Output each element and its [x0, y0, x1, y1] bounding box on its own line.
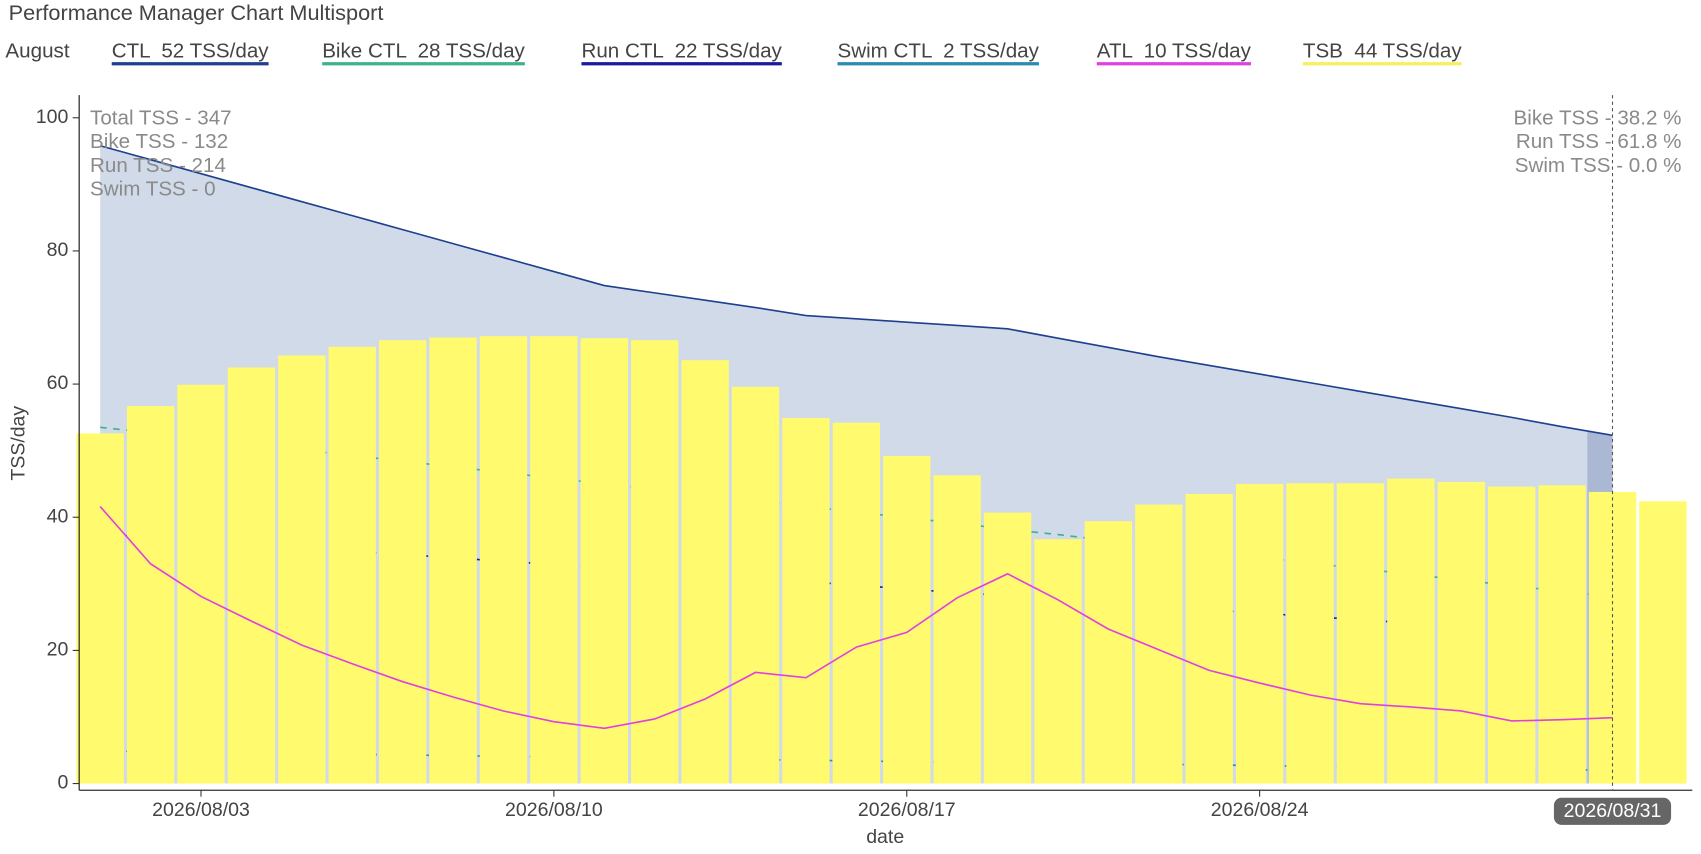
legend-label[interactable]: Swim CTL 2 TSS/day [837, 39, 1039, 62]
y-tick-label: 0 [57, 772, 68, 794]
tsb-bar [580, 338, 628, 784]
tsb-bar [1286, 483, 1334, 784]
legend-label[interactable]: Run CTL 22 TSS/day [581, 39, 782, 62]
tsb-bar [1588, 491, 1637, 784]
x-tick-label: 2026/08/10 [505, 799, 603, 821]
tsb-bar [76, 433, 124, 784]
annotation: Bike TSS - 132 [90, 130, 228, 153]
tsb-bar [933, 475, 981, 784]
y-tick-label: 40 [47, 505, 69, 527]
annotation: Swim TSS - 0 [90, 178, 216, 201]
chart-title: Performance Manager Chart Multisport [9, 0, 384, 25]
tsb-bar [1387, 478, 1435, 784]
tsb-bar [983, 512, 1032, 784]
tsb-bar [479, 336, 528, 784]
y-tick-label: 60 [47, 372, 69, 394]
x-tick-label: 2026/08/17 [858, 799, 956, 821]
tsb-bar [631, 340, 679, 784]
legend-label[interactable]: TSB 44 TSS/day [1303, 39, 1462, 62]
annotation: Total TSS - 347 [90, 106, 232, 129]
cursor-label: 2026/08/31 [1564, 800, 1662, 822]
legend-label[interactable]: Bike CTL 28 TSS/day [322, 39, 525, 62]
tsb-bar [278, 355, 326, 784]
tsb-bar [328, 346, 376, 784]
y-axis-label: TSS/day [8, 406, 30, 481]
annotation: Swim TSS - 0.0 % [1515, 154, 1682, 177]
tsb-bar [832, 422, 881, 784]
legend-label[interactable]: CTL 52 TSS/day [112, 39, 270, 62]
tsb-bar [731, 386, 780, 784]
tsb-bar [1538, 485, 1586, 784]
tsb-bar [530, 336, 578, 784]
tsb-bar [1084, 521, 1133, 784]
y-tick-label: 20 [47, 639, 69, 661]
y-tick-label: 80 [47, 239, 69, 261]
tsb-bar [681, 360, 729, 784]
tsb-bar [1336, 483, 1385, 784]
line [99, 506, 1613, 730]
tsb-bar [429, 337, 477, 784]
tsb-bar [883, 455, 931, 784]
tsb-bar [227, 367, 276, 784]
tsb-bar [126, 406, 175, 784]
tsb-bar [1639, 501, 1687, 784]
tsb-bar [1034, 539, 1082, 784]
tsb-bar [177, 384, 225, 784]
annotation: Run TSS - 61.8 % [1516, 130, 1682, 153]
tsb-bar [782, 418, 830, 784]
tsb-bar [1487, 486, 1536, 784]
cursor-pill [1553, 797, 1672, 825]
tsb-bar [1135, 504, 1183, 784]
tsb-bar [1185, 493, 1233, 784]
legend-label[interactable]: ATL 10 TSS/day [1097, 39, 1252, 62]
tsb-bar [378, 340, 427, 784]
legend-title: August [5, 39, 69, 62]
x-tick-label: 2026/08/03 [152, 799, 250, 821]
x-tick-label: 2026/08/24 [1211, 799, 1309, 821]
y-tick-label: 100 [36, 106, 69, 128]
annotation: Run TSS - 214 [90, 154, 226, 177]
tsb-bar [1437, 481, 1485, 784]
x-axis-label: date [866, 826, 904, 848]
tsb-bar [1235, 483, 1284, 784]
annotation: Bike TSS - 38.2 % [1514, 106, 1682, 129]
line [99, 144, 1613, 437]
